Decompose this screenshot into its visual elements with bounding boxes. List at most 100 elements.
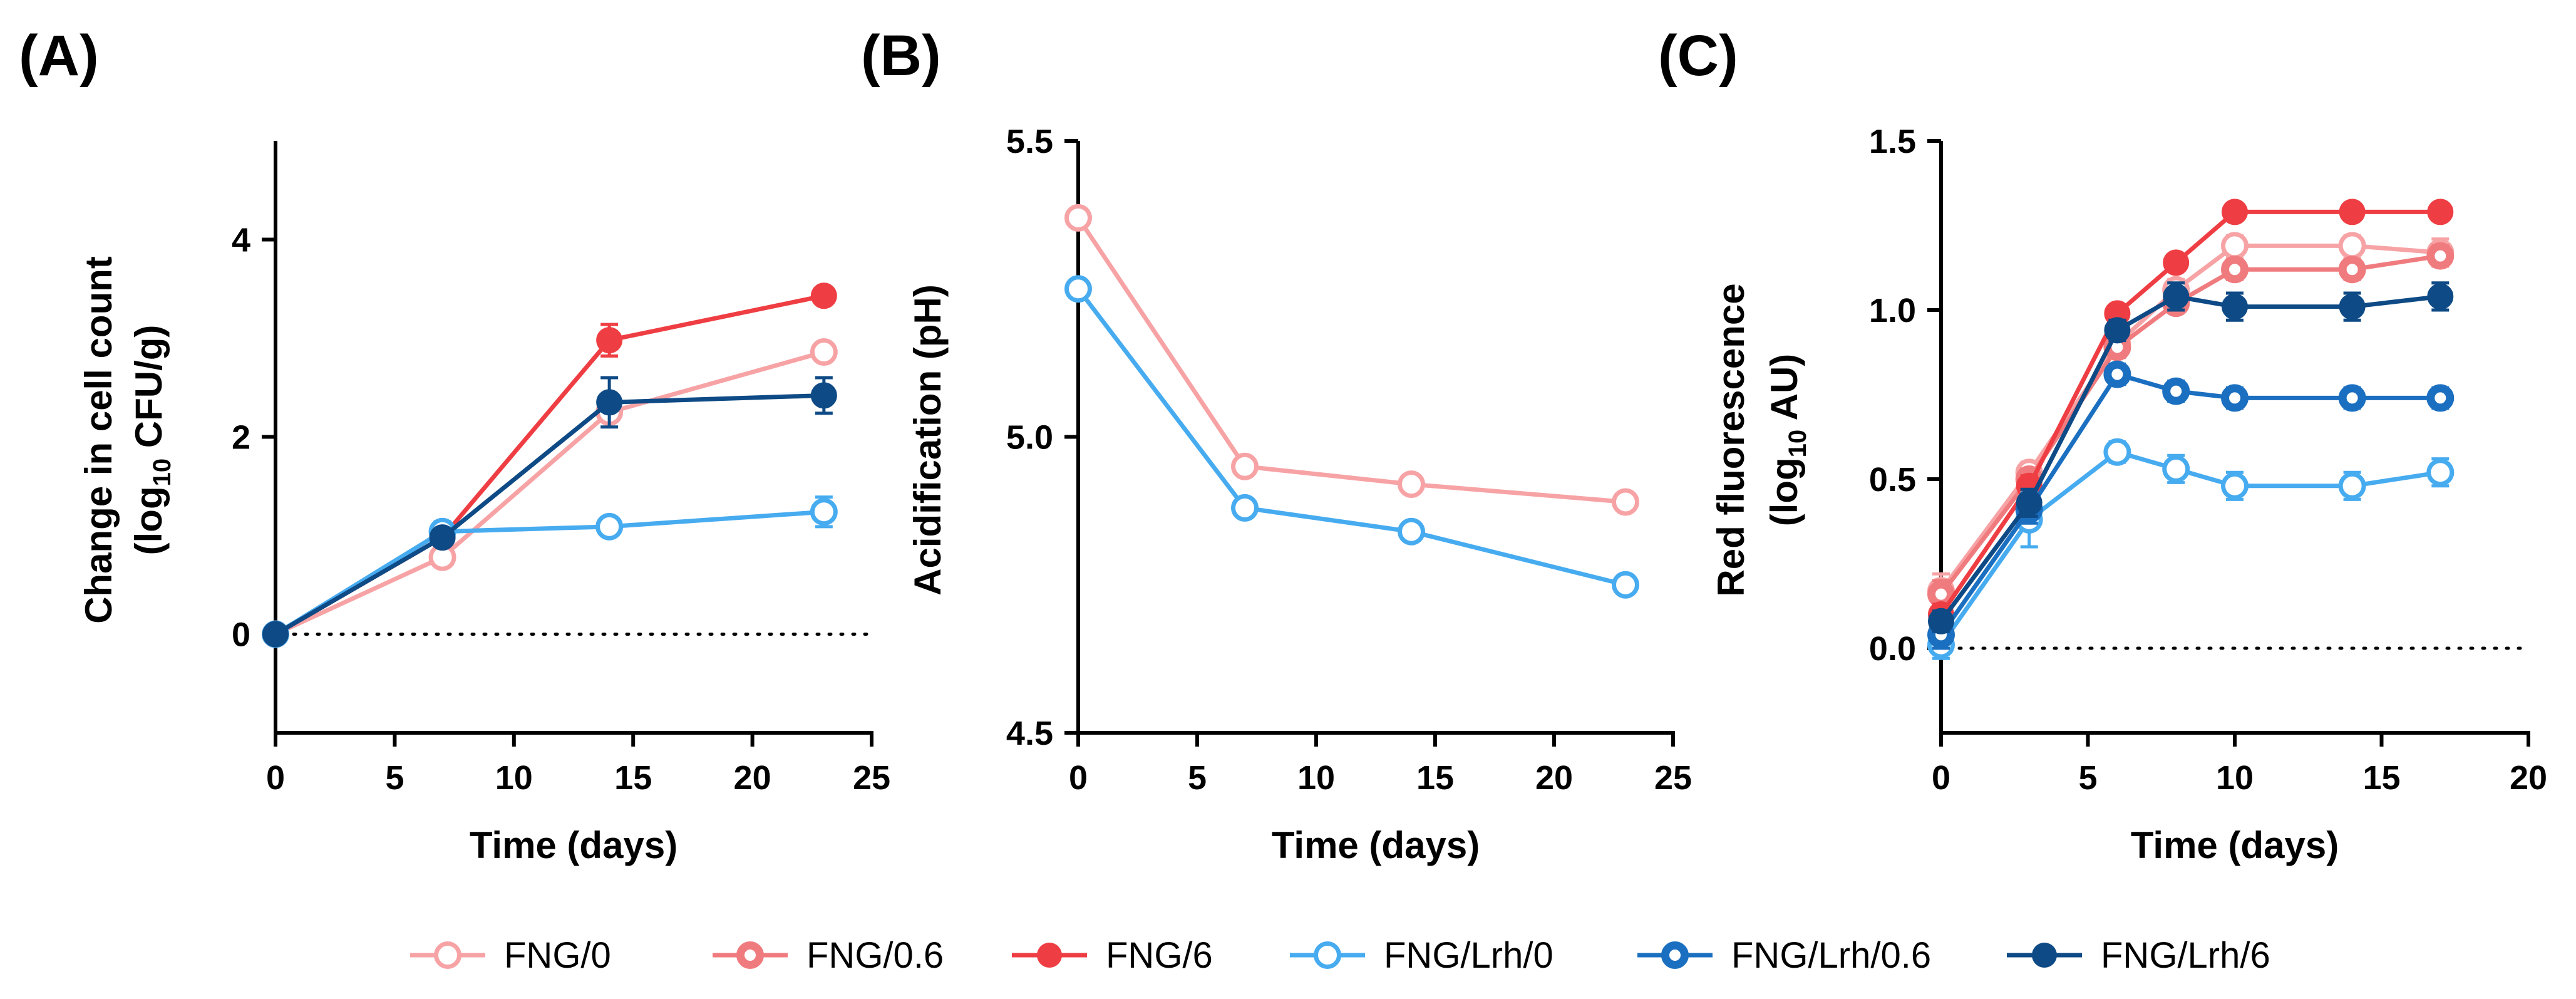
legend-item-fng-0: FNG/0 bbox=[410, 935, 611, 976]
panel-c-letter: (C) bbox=[1658, 24, 1738, 88]
panel-c-series-fng-lrh-0-point bbox=[2338, 472, 2366, 500]
panel-a-series-fng-6-point bbox=[596, 327, 623, 354]
panel-c-series-fng-lrh-6-point bbox=[2222, 293, 2248, 320]
panel-a-x-tick-label: 5 bbox=[385, 759, 404, 797]
panel-c-series-fng-6-point bbox=[2163, 249, 2190, 276]
panel-a-series-fng-lrh-0-point bbox=[595, 512, 624, 541]
panel-b-series-fng-lrh-0-line bbox=[1076, 287, 1626, 587]
panel-b-x-tick-label: 10 bbox=[1297, 759, 1335, 797]
panel-c-series-fng-lrh-6-point bbox=[2427, 283, 2454, 310]
legend-item-fng-lrh-0-label: FNG/Lrh/0 bbox=[1384, 935, 1553, 976]
legend-item-fng-lrh-0-6: FNG/Lrh/0.6 bbox=[1637, 935, 1931, 976]
panel-b-series-fng-lrh-0-point bbox=[1231, 494, 1259, 522]
panel-a: (A) 0 5 10 15 20 25 0 2 4 Time (days) Change in cel… bbox=[19, 24, 890, 866]
panel-c-series-fng-lrh-6 bbox=[1928, 281, 2454, 634]
panel-c-series-fng-lrh-0-point bbox=[2221, 472, 2249, 500]
panel-b-x-tick-label: 0 bbox=[1069, 759, 1088, 797]
panel-b-series-fng-0-point bbox=[1612, 488, 1639, 516]
panel-a-letter: (A) bbox=[19, 24, 99, 88]
panel-c-y-axis-title: Red fluorescence bbox=[1710, 283, 1752, 596]
panel-b-series-fng-lrh-0-point bbox=[1064, 275, 1092, 303]
panel-c-y-tick-label: 0.0 bbox=[1869, 630, 1916, 668]
panel-b-y-tick-label: 5.5 bbox=[1006, 123, 1053, 160]
panel-a-x-tick-label: 0 bbox=[266, 759, 285, 797]
panel-c-series-fng-lrh-0-point bbox=[2426, 458, 2455, 487]
panel-b-x-tick-label: 5 bbox=[1188, 759, 1207, 797]
panel-b-y-tick-label: 5.0 bbox=[1006, 419, 1053, 457]
panel-c-x-tick-label: 0 bbox=[1932, 759, 1950, 797]
panel-c-series-fng-lrh-0-6-point bbox=[2103, 360, 2131, 388]
panel-c-series-fng-0-point bbox=[2221, 232, 2249, 260]
panel-a-y-tick-label: 2 bbox=[232, 419, 250, 457]
panel-a-series-fng-0-point bbox=[810, 338, 838, 366]
panel-c-series-fng-6 bbox=[1928, 199, 2454, 628]
panel-a-series-fng-0 bbox=[262, 338, 838, 648]
legend-item-fng-0-label: FNG/0 bbox=[504, 935, 611, 976]
panel-c-series-fng-lrh-0 bbox=[1927, 438, 2455, 660]
panel-a-series-fng-6-point bbox=[810, 282, 837, 309]
legend-item-fng-lrh-0-6-label: FNG/Lrh/0.6 bbox=[1731, 935, 1931, 976]
legend-item-fng-lrh-0-marker bbox=[1314, 941, 1341, 969]
panel-c-x-tick-label: 10 bbox=[2216, 759, 2254, 797]
panel-a-series-fng-lrh-0 bbox=[262, 495, 838, 648]
panel-c-y-tick-label: 0.5 bbox=[1869, 461, 1916, 499]
panel-c-series-fng-lrh-6-point bbox=[2163, 283, 2190, 310]
panel-b-x-axis-title: Time (days) bbox=[1272, 824, 1480, 866]
panel-c-series-fng-lrh-0-point bbox=[2103, 438, 2131, 466]
panel-c-series-fng-lrh-6-point bbox=[2339, 293, 2366, 320]
panel-a-x-axis-title: Time (days) bbox=[470, 824, 677, 866]
panel-b-series-fng-lrh-0-point bbox=[1612, 571, 1639, 599]
panel-a-series-fng-lrh-0-line bbox=[274, 509, 825, 636]
panel-a-series-fng-0-line bbox=[274, 349, 825, 636]
panel-c-series-fng-0-6-point bbox=[2221, 256, 2249, 284]
panel-c-series-fng-6-point bbox=[2427, 199, 2454, 225]
legend-item-fng-lrh-0: FNG/Lrh/0 bbox=[1290, 935, 1553, 976]
panel-c-series-fng-lrh-6-line bbox=[1939, 294, 2441, 623]
panel-a-x-tick-label: 20 bbox=[734, 759, 771, 797]
panel-a-x-tick-label: 25 bbox=[853, 759, 890, 797]
panel-a-x-tick-label: 10 bbox=[495, 759, 533, 797]
panel-b-series-fng-lrh-0 bbox=[1064, 275, 1639, 599]
panel-c-x-axis-title: Time (days) bbox=[2131, 824, 2339, 866]
panel-c-y-axis-subtitle: (log10 AU) bbox=[1763, 354, 1811, 527]
panel-b-letter: (B) bbox=[861, 24, 941, 88]
panel-a-y-axis-subtitle: (log10 CFU/g) bbox=[128, 325, 176, 556]
panel-a-series-fng-lrh-6-point bbox=[810, 382, 837, 409]
panel-c-y-tick-label: 1.5 bbox=[1869, 123, 1916, 160]
panel-b-series-fng-0-point bbox=[1398, 470, 1425, 499]
panel-c-y-tick-label: 1.0 bbox=[1869, 292, 1916, 329]
panel-a-y-axis-title: Change in cell count bbox=[78, 256, 120, 624]
panel-b-series-fng-lrh-0-point bbox=[1398, 517, 1425, 546]
panel-c-series-fng-0-point bbox=[2338, 232, 2366, 260]
legend-item-fng-0-6: FNG/0.6 bbox=[713, 935, 944, 976]
panel-c-x-tick-label: 15 bbox=[2362, 759, 2400, 797]
panel-c-x-tick-label: 20 bbox=[2510, 759, 2547, 797]
panel-c-series-fng-lrh-6-point bbox=[2104, 317, 2131, 344]
panel-c-series-fng-lrh-0-6-point bbox=[2338, 384, 2366, 412]
panel-b-series-fng-0-line bbox=[1076, 216, 1626, 504]
panel-c-series-fng-6-point bbox=[2339, 199, 2366, 225]
panel-c-series-fng-0-6-point bbox=[2338, 256, 2366, 284]
panel-c-series-fng-lrh-0-point bbox=[2162, 455, 2190, 483]
panel-c-series-fng-6-point bbox=[2222, 199, 2248, 225]
panel-c: (C) 0 5 10 15 20 0.0 0.5 1.0 1.5 Time (days) Red fl… bbox=[1658, 24, 2547, 866]
panel-a-series-fng-lrh-6 bbox=[262, 376, 837, 648]
panel-c-series-fng-lrh-0-6-point bbox=[2426, 384, 2455, 412]
panel-b-x-tick-label: 25 bbox=[1654, 759, 1692, 797]
panel-b-series-fng-0 bbox=[1064, 204, 1639, 516]
legend-item-fng-lrh-6: FNG/Lrh/6 bbox=[2007, 935, 2270, 976]
panel-a-series-fng-lrh-6-point bbox=[596, 389, 623, 416]
panel-b: (B) 0 5 10 15 20 25 4.5 5.0 5.5 Time (days) Acidifi… bbox=[861, 24, 1692, 866]
panel-c-series-fng-lrh-0-6-point bbox=[2162, 377, 2190, 405]
panel-c-series-fng-0-6-point bbox=[2426, 242, 2455, 270]
panel-b-series-fng-0-point bbox=[1064, 204, 1092, 232]
panel-a-y-tick-label: 4 bbox=[232, 222, 250, 259]
panel-a-series-fng-lrh-6-point bbox=[262, 621, 289, 648]
panel-a-series-fng-lrh-0-point bbox=[810, 498, 838, 526]
legend: FNG/0 FNG/0.6 FNG/6 FNG/Lrh/0 FNG/Lrh/0.6 FNG… bbox=[410, 935, 2270, 976]
panel-b-x-tick-label: 20 bbox=[1535, 759, 1573, 797]
legend-item-fng-6-marker bbox=[1037, 943, 1062, 968]
legend-item-fng-6-label: FNG/6 bbox=[1106, 935, 1213, 976]
legend-item-fng-0-marker bbox=[434, 941, 461, 969]
